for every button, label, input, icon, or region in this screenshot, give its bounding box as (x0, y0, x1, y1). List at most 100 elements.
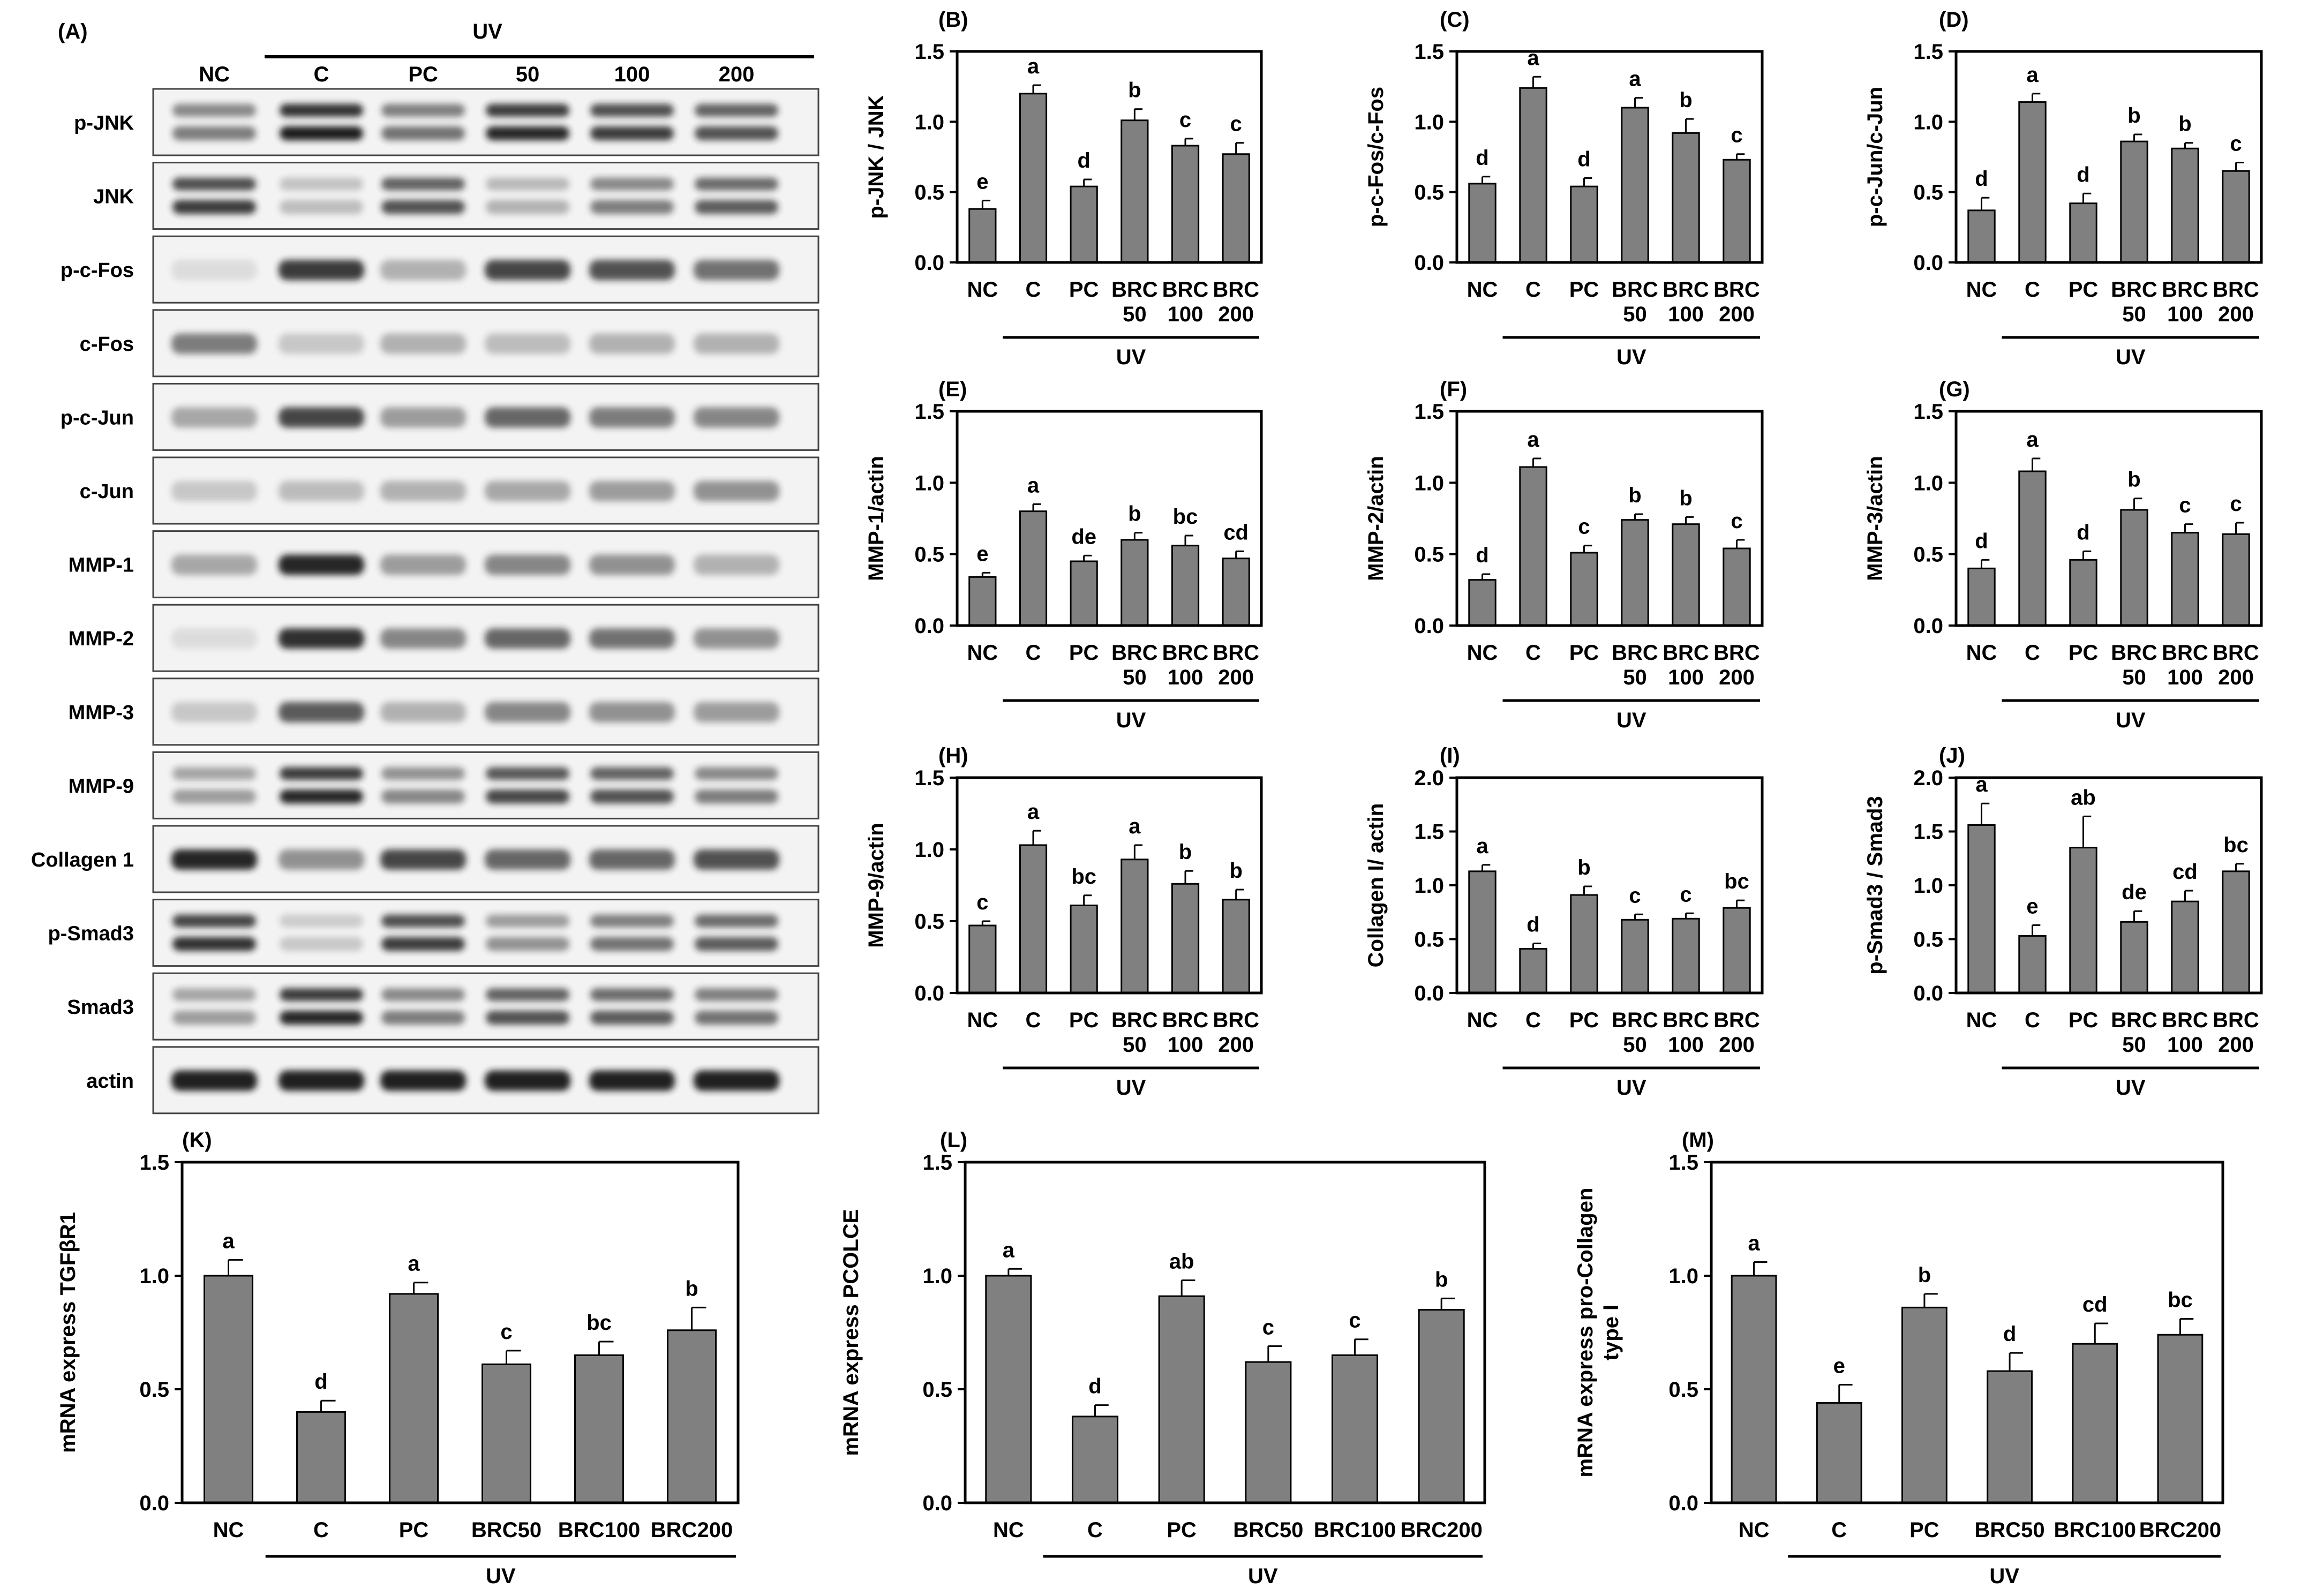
blot-band (589, 554, 675, 575)
category-label: NC (993, 1518, 1024, 1542)
category-label: BRC200 (1400, 1518, 1482, 1542)
significance-letter: c (1262, 1315, 1274, 1339)
blot-band (280, 937, 363, 951)
bar (1019, 93, 1048, 264)
plot-frame (1954, 776, 2263, 995)
category-label: C (1831, 1518, 1847, 1542)
blot-band (381, 200, 465, 214)
blot-band (589, 407, 675, 428)
bar (204, 1275, 253, 1504)
uv-group-label: UV (2116, 345, 2146, 369)
blot-band (485, 628, 570, 649)
chart-panel-label: (I) (1440, 744, 1460, 767)
y-axis-label: MMP-2/actin (1364, 456, 1388, 581)
significance-letter: cd (1223, 521, 1249, 544)
chart-panel: (H) 0.0 0.5 1.0 1.5 MMP-9/actin c a bc a b b NC C PC BR… (864, 744, 1263, 1100)
chart-panel: (D) 0.0 0.5 1.0 1.5 p-c-Jun/c-Jun d a d b b c NC C PC B… (1863, 8, 2263, 369)
y-tick-label: 0.0 (1913, 251, 1943, 275)
y-axis-label: p-JNK / JNK (864, 95, 888, 219)
y-axis-label: mRNA express PCOLCE (839, 1209, 863, 1456)
category-label: NC (967, 278, 998, 302)
chart-panel: (G) 0.0 0.5 1.0 1.5 MMP-3/actin d a d b c c NC C PC BRC… (1863, 378, 2263, 732)
bar (1672, 132, 1700, 264)
lane-label: NC (199, 63, 230, 86)
significance-letter: a (408, 1252, 420, 1276)
category-label: C (1525, 278, 1541, 302)
bar (1171, 883, 1200, 994)
plot-frame (1455, 50, 1764, 264)
blot-row: p-c-Fos (61, 235, 819, 304)
bar (1222, 153, 1250, 264)
blot-band (485, 554, 570, 575)
y-tick-label: 0.5 (1668, 1378, 1698, 1402)
panel-label: (A) (58, 20, 88, 43)
blot-band (694, 481, 779, 501)
blot-band (590, 1011, 674, 1025)
plot-frame (956, 776, 1263, 995)
y-axis-label: p-Smad3 / Smad3 (1863, 796, 1887, 974)
bar (2018, 101, 2047, 264)
blot-row: p-Smad3 (48, 899, 819, 967)
significance-letter: a (2026, 428, 2039, 451)
bar (1070, 185, 1098, 264)
y-tick-label: 0.0 (914, 251, 944, 275)
y-tick-label: 1.0 (914, 838, 944, 862)
bar (1723, 159, 1751, 264)
significance-letter: b (1128, 79, 1141, 102)
y-tick-label: 1.5 (1913, 40, 1943, 64)
blot-band (279, 849, 364, 870)
category-label: C (1026, 278, 1041, 302)
significance-letter: c (1731, 509, 1742, 533)
bar (1723, 907, 1751, 994)
plot-frame (956, 410, 1263, 627)
blot-band (381, 767, 465, 780)
category-label: BRC100 (1314, 1518, 1396, 1542)
chart-panel-label: (E) (938, 378, 967, 401)
category-label: PC (1909, 1518, 1939, 1542)
significance-letter: bc (586, 1311, 612, 1335)
blot-band (280, 1011, 363, 1025)
y-tick-label: 1.0 (1913, 471, 1943, 495)
category-label: NC (1467, 278, 1498, 302)
chart-panel-label: (J) (1939, 744, 1965, 767)
blot-band (694, 1070, 779, 1091)
blot-band (172, 1011, 256, 1025)
bar (2072, 1343, 2118, 1504)
blot-band (589, 333, 675, 354)
bar (1468, 579, 1497, 627)
blot-band (590, 200, 674, 214)
category-label: NC (1966, 278, 1997, 302)
blot-band (695, 914, 778, 928)
blot-band (694, 702, 779, 722)
category-label: PC (2069, 1008, 2099, 1032)
significance-letter: bc (1724, 870, 1749, 893)
chart-panel-label: (M) (1682, 1128, 1714, 1152)
bar (2157, 1334, 2204, 1504)
blot-row-label: MMP-2 (69, 628, 134, 650)
blot-row: p-c-Jun (61, 382, 819, 451)
bar (2171, 900, 2199, 994)
significance-letter: bc (1173, 505, 1198, 529)
blot-band (172, 937, 256, 951)
lane-label: PC (408, 63, 438, 86)
lane-label: 100 (614, 63, 650, 86)
blot-row: MMP-1 (69, 530, 819, 599)
y-tick-label: 0.5 (922, 1378, 952, 1402)
blot-band (279, 260, 364, 281)
significance-letter: d (1975, 529, 1988, 553)
y-tick-label: 0.0 (1414, 982, 1444, 1005)
blot-band (280, 126, 363, 140)
category-label: NC (1966, 641, 1997, 665)
y-tick-label: 1.0 (1913, 110, 1943, 134)
category-label: C (2025, 278, 2040, 302)
bar (1672, 917, 1700, 994)
significance-letter: b (1229, 859, 1242, 883)
blot-band (486, 988, 569, 1002)
